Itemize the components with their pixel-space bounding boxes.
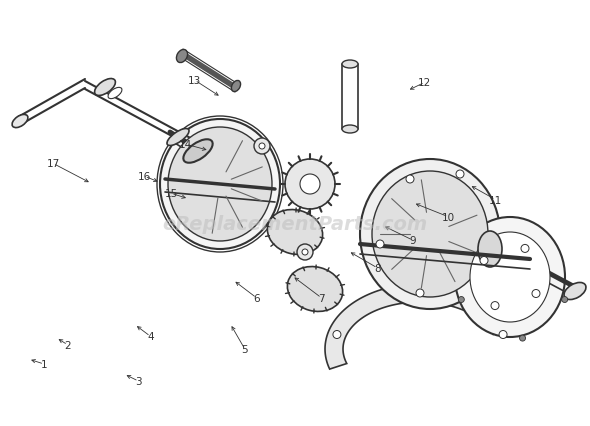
Text: 13: 13 [188, 76, 201, 86]
Ellipse shape [12, 115, 28, 128]
Text: 14: 14 [179, 140, 192, 150]
Ellipse shape [406, 176, 414, 184]
Ellipse shape [372, 172, 488, 297]
Ellipse shape [285, 160, 335, 210]
Ellipse shape [300, 175, 320, 195]
Ellipse shape [470, 233, 550, 322]
Ellipse shape [94, 79, 116, 96]
Ellipse shape [259, 144, 265, 150]
Ellipse shape [376, 240, 384, 248]
Ellipse shape [455, 218, 565, 337]
Text: 4: 4 [147, 331, 154, 342]
Ellipse shape [491, 302, 499, 310]
Ellipse shape [478, 231, 502, 268]
Ellipse shape [520, 335, 526, 341]
Text: 11: 11 [489, 195, 502, 205]
Text: 16: 16 [138, 172, 151, 182]
Text: 7: 7 [318, 293, 325, 303]
Ellipse shape [360, 160, 500, 309]
Ellipse shape [342, 61, 358, 69]
Text: 15: 15 [165, 189, 178, 199]
Ellipse shape [168, 128, 272, 242]
Ellipse shape [458, 297, 464, 303]
Ellipse shape [456, 170, 464, 178]
Ellipse shape [108, 88, 122, 99]
Ellipse shape [231, 81, 241, 92]
Text: eReplacementParts.com: eReplacementParts.com [162, 215, 428, 234]
Text: 10: 10 [442, 212, 455, 222]
Ellipse shape [416, 289, 424, 297]
Text: 2: 2 [64, 340, 71, 350]
Ellipse shape [333, 331, 341, 339]
Ellipse shape [176, 50, 188, 63]
Text: 12: 12 [418, 78, 431, 88]
Ellipse shape [167, 129, 189, 146]
Ellipse shape [254, 139, 270, 155]
Text: 17: 17 [47, 159, 60, 169]
Ellipse shape [521, 245, 529, 253]
Text: 8: 8 [374, 263, 381, 273]
Ellipse shape [160, 120, 280, 249]
Ellipse shape [302, 249, 308, 256]
Ellipse shape [480, 257, 488, 265]
Text: 3: 3 [135, 376, 142, 386]
Ellipse shape [499, 331, 507, 339]
Polygon shape [325, 284, 510, 369]
Ellipse shape [564, 283, 586, 300]
Text: 1: 1 [41, 359, 48, 369]
Ellipse shape [183, 140, 212, 163]
Text: 9: 9 [409, 236, 417, 246]
Text: 6: 6 [253, 293, 260, 303]
Ellipse shape [342, 126, 358, 134]
Ellipse shape [562, 297, 568, 303]
Ellipse shape [297, 245, 313, 260]
Ellipse shape [532, 290, 540, 298]
Text: 5: 5 [241, 344, 248, 354]
Ellipse shape [267, 210, 323, 255]
Ellipse shape [287, 267, 343, 312]
